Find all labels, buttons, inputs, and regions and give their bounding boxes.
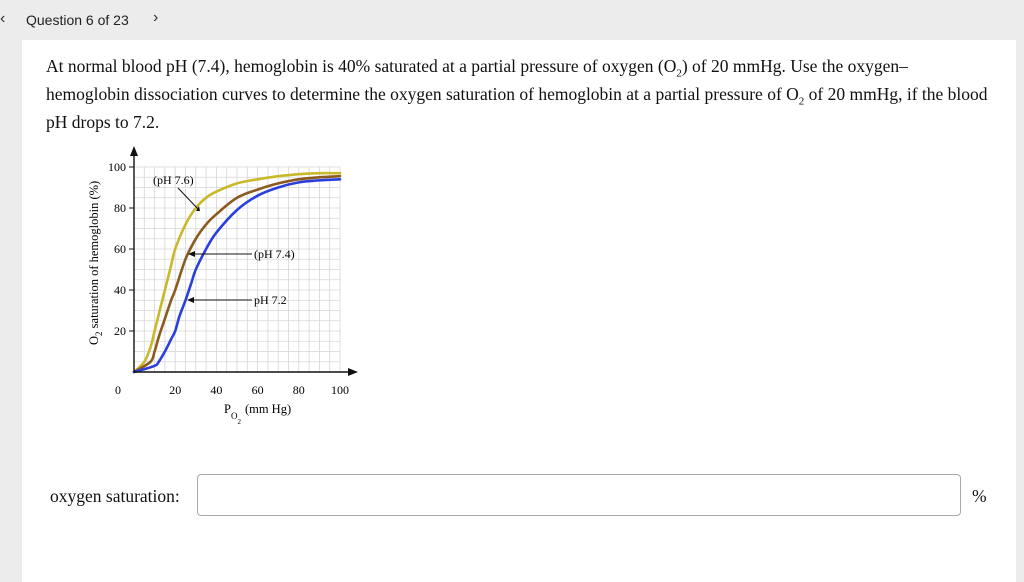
x-tick-label: 40 — [210, 383, 222, 397]
dissociation-chart: 0 20 40 60 80 100 20 40 60 80 100 PO2(mm Hg) O2 sa… — [87, 146, 358, 426]
x-tick-label: 80 — [293, 383, 305, 397]
annotation-ph74-arrowhead — [188, 251, 195, 257]
oxygen-saturation-input[interactable] — [197, 474, 961, 516]
y-tick-label: 100 — [108, 160, 126, 174]
x-axis-arrow — [348, 368, 358, 376]
curve-series-0 — [132, 171, 342, 374]
x-axis-label: PO2(mm Hg) — [224, 402, 291, 426]
top-bar: ‹ Question 6 of 23 › — [0, 0, 1024, 40]
question-text-part: ) of 20 mmHg. Use the oxygen–hemoglobin … — [46, 56, 908, 104]
x-tick-label: 60 — [252, 383, 264, 397]
annotation-ph76-arrowhead — [196, 206, 200, 211]
annotation-ph76: (pH 7.6) — [153, 173, 194, 187]
question-counter: Question 6 of 23 — [26, 12, 129, 28]
subscript: 2 — [798, 95, 805, 108]
x-tick-label: 0 — [115, 383, 121, 397]
x-tick-label: 100 — [331, 383, 349, 397]
curve-series-1 — [132, 174, 342, 374]
y-axis-arrow — [130, 146, 138, 156]
annotation-ph76-arrow — [177, 187, 200, 211]
chevron-left-icon[interactable]: ‹ — [0, 10, 6, 27]
question-text-part: of 20 mmHg, if the blood pH drops to 7.2… — [46, 84, 988, 132]
chart-curves — [132, 171, 342, 374]
x-tick-label: 20 — [169, 383, 181, 397]
y-tick-label: 20 — [114, 324, 126, 338]
answer-label: oxygen saturation: — [50, 486, 180, 506]
chart-grid — [134, 166, 341, 372]
y-tick-label: 80 — [114, 201, 126, 215]
question-text: At normal blood pH (7.4), hemoglobin is … — [46, 52, 991, 136]
annotation-ph74: (pH 7.4) — [254, 247, 295, 261]
y-tick-label: 60 — [114, 242, 126, 256]
y-axis-label: O2 saturation of hemoglobin (%) — [87, 181, 104, 345]
curve-series-2 — [132, 178, 342, 374]
annotation-ph72: pH 7.2 — [254, 293, 287, 307]
chart-axes — [130, 146, 358, 376]
y-tick-label: 40 — [114, 283, 126, 297]
chart-ticks: 0 20 40 60 80 100 20 40 60 80 100 — [108, 160, 349, 397]
subscript: 2 — [676, 67, 682, 80]
chevron-right-icon[interactable]: › — [153, 9, 159, 26]
question-text-part: At normal blood pH (7.4), hemoglobin is … — [46, 56, 677, 76]
annotation-ph72-arrowhead — [187, 297, 194, 303]
percent-unit: % — [972, 486, 987, 506]
